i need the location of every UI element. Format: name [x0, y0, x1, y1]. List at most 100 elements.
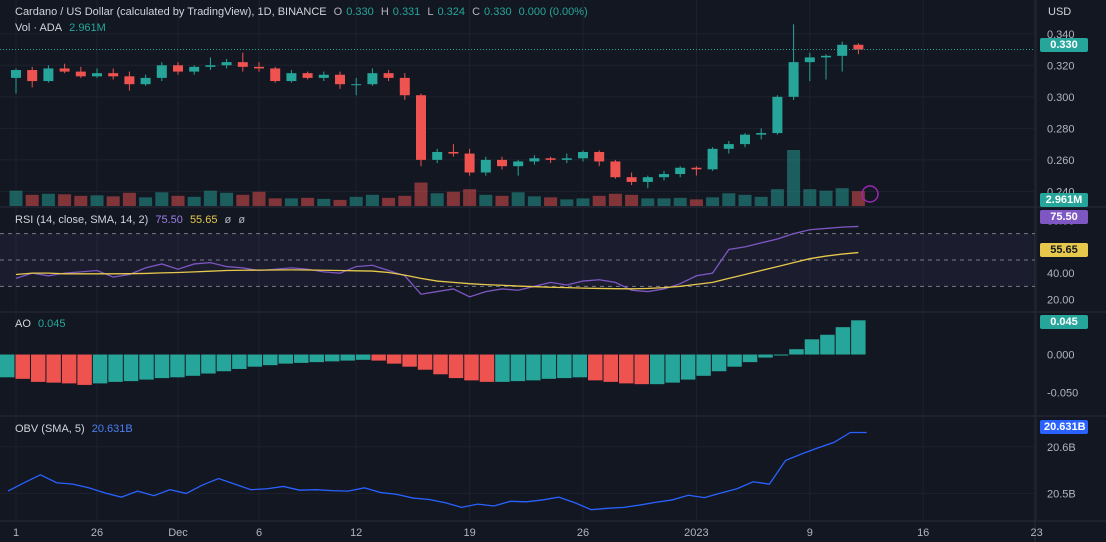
ao-bar: [680, 354, 696, 380]
volume-bar: [382, 197, 396, 206]
volume-bar: [738, 194, 752, 206]
candle-body: [286, 73, 297, 82]
candle-body: [497, 159, 507, 167]
volume-bar: [576, 198, 590, 206]
volume-bar: [365, 194, 379, 206]
ao-bar: [851, 320, 866, 355]
ao-tag: 0.045: [1040, 315, 1088, 329]
time-tick-label: 1: [13, 527, 19, 539]
low-value: 0.324: [437, 6, 466, 18]
close-value: 0.330: [484, 6, 512, 18]
volume-bar: [430, 193, 444, 206]
ao-bar: [30, 354, 46, 382]
ao-bar: [386, 354, 402, 364]
rsi-tag: 75.50: [1040, 210, 1088, 224]
volume-bar: [625, 194, 639, 206]
candle-body: [399, 77, 410, 96]
volume-bar: [463, 189, 477, 206]
candle-body: [92, 73, 102, 77]
volume-bar: [527, 196, 541, 206]
volume-bar: [657, 198, 671, 206]
ao-bar: [371, 354, 386, 361]
ao-bar: [263, 354, 278, 366]
ao-bar: [634, 354, 649, 385]
rsi-sma-line: [15, 251, 859, 290]
volume-bar: [41, 193, 55, 206]
ao-bar: [789, 349, 804, 355]
ao-bar: [835, 327, 851, 355]
high-value: 0.331: [392, 6, 421, 18]
rsi-tick-label: 20.00: [1047, 294, 1075, 306]
candle-body: [594, 151, 605, 162]
ao-bar: [139, 354, 154, 380]
candle-body: [205, 65, 216, 67]
volume-bar: [722, 193, 736, 206]
volume-bar: [398, 195, 412, 206]
time-tick-label: 2023: [684, 527, 708, 539]
ao-bar: [108, 354, 123, 382]
ao-bar: [0, 354, 15, 378]
ao-bar: [665, 354, 680, 383]
volume-bar: [608, 193, 622, 206]
candle-body: [545, 158, 556, 160]
volume-bar: [252, 191, 266, 206]
time-tick-label: Dec: [168, 527, 188, 539]
ao-label: AO: [15, 318, 31, 330]
candle-body: [270, 68, 281, 82]
ao-bar: [433, 354, 448, 375]
candle-body: [335, 74, 345, 85]
candle-body: [675, 167, 686, 175]
candle-body: [351, 84, 362, 86]
candle-body: [740, 134, 750, 145]
ao-bar: [742, 354, 758, 363]
symbol-header: Cardano / US Dollar (calculated by Tradi…: [15, 6, 588, 18]
obv-value: 20.631B: [91, 423, 133, 435]
candle-body: [140, 77, 151, 85]
time-tick-label: 23: [1030, 527, 1042, 539]
ao-bar: [185, 354, 201, 376]
rsi-line: [15, 225, 859, 298]
change-value: 0.000 (0.00%): [518, 6, 588, 18]
volume-bar: [446, 191, 460, 206]
rsi-label: RSI (14, close, SMA, 14, 2): [15, 214, 149, 226]
volume-bar: [187, 196, 201, 206]
ao-bar: [588, 354, 603, 381]
ao-bar: [309, 354, 324, 363]
ao-bar: [696, 354, 711, 376]
candle-body: [237, 62, 248, 67]
obv-tag: 20.631B: [1040, 420, 1088, 434]
candle-body: [432, 151, 443, 160]
candle-body: [448, 151, 459, 154]
ao-bar: [711, 354, 727, 372]
volume-bar: [787, 150, 801, 206]
candle-body: [788, 62, 799, 97]
candle-body: [173, 65, 183, 72]
ao-bar: [46, 354, 61, 383]
alert-flash-icon: [861, 185, 879, 203]
candle-body: [108, 73, 119, 77]
price-tick-label: 0.260: [1047, 155, 1075, 167]
volume-bar: [220, 192, 234, 206]
ao-bar: [278, 354, 294, 364]
ao-bar: [727, 354, 742, 367]
volume-bar: [803, 189, 817, 206]
volume-bar: [203, 190, 217, 206]
ao-bar: [557, 354, 572, 379]
ao-bar: [479, 354, 495, 382]
volume-bar: [511, 192, 525, 206]
ao-bar: [417, 354, 433, 370]
candle-body: [59, 68, 70, 72]
ao-bar: [402, 354, 417, 367]
candle-body: [43, 68, 54, 82]
volume-bar: [349, 196, 363, 206]
candle-body: [383, 73, 394, 78]
candle-body: [221, 62, 232, 66]
volume-bar: [122, 192, 136, 206]
candle-body: [610, 161, 621, 178]
volume-tag: 2.961M: [1040, 193, 1088, 207]
time-tick-label: 6: [256, 527, 262, 539]
candle-body: [578, 151, 588, 159]
obv-line: [7, 431, 867, 511]
volume-bar: [641, 198, 655, 206]
